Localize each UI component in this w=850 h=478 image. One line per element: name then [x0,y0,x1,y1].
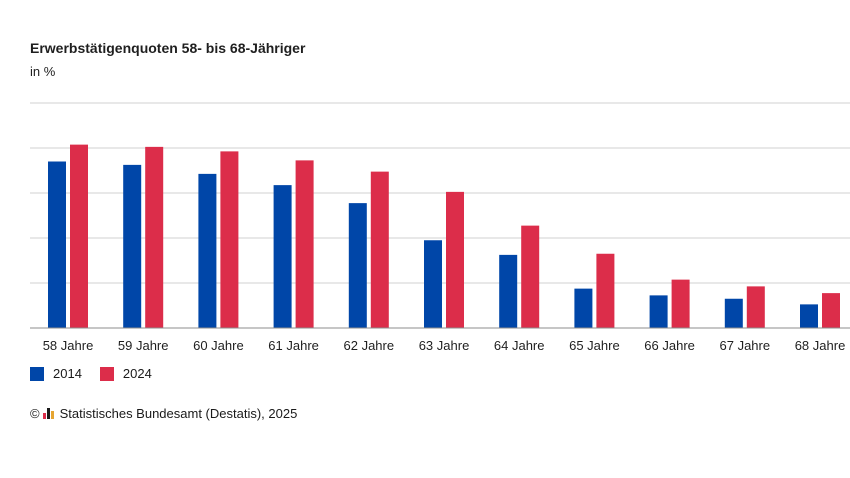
bar-2014-9[interactable] [724,298,743,328]
bar-2024-10[interactable] [822,293,840,328]
destatis-logo-icon [42,408,55,419]
x-tick-label: 63 Jahre [419,338,470,353]
bar-2024-0[interactable] [70,144,88,328]
legend-item-2024[interactable]: 2024 [99,366,152,381]
copyright-symbol: © [30,406,40,421]
bar-2014-1[interactable] [123,164,142,328]
bar-2024-7[interactable] [596,253,615,328]
bar-2014-10[interactable] [800,304,818,328]
bar-2024-3[interactable] [295,160,314,328]
x-tick-label: 62 Jahre [344,338,395,353]
bar-2014-7[interactable] [574,288,593,328]
bar-2014-6[interactable] [499,254,518,328]
bar-2024-1[interactable] [145,146,164,328]
legend-swatch-2014 [30,366,44,381]
bar-2014-3[interactable] [273,185,292,328]
source-note: © Statistisches Bundesamt (Destatis), 20… [30,406,297,421]
x-tick-label: 58 Jahre [43,338,94,353]
x-tick-label: 60 Jahre [193,338,244,353]
bar-2024-6[interactable] [521,225,540,328]
bar-2024-2[interactable] [220,151,239,328]
bar-2014-0[interactable] [48,161,66,329]
x-tick-label: 66 Jahre [644,338,695,353]
chart-subtitle: in % [30,64,56,79]
bar-2014-8[interactable] [649,295,668,328]
x-tick-label: 59 Jahre [118,338,169,353]
bar-2024-9[interactable] [746,286,765,328]
legend-item-2014[interactable]: 2014 [30,366,82,381]
bar-2014-4[interactable] [348,203,367,328]
legend-label-2024: 2024 [122,366,152,381]
x-tick-label: 67 Jahre [720,338,771,353]
bar-2014-2[interactable] [198,173,217,328]
source-text: Statistisches Bundesamt (Destatis), 2025 [59,406,298,421]
bar-2024-4[interactable] [370,171,389,328]
legend-label-2014: 2014 [53,366,82,381]
bar-2024-5[interactable] [446,191,464,328]
legend: 2014 2024 [30,366,170,381]
legend-swatch-2024 [99,366,114,381]
x-tick-label: 68 Jahre [795,338,846,353]
x-tick-label: 64 Jahre [494,338,545,353]
x-tick-label: 65 Jahre [569,338,620,353]
bar-2024-8[interactable] [671,279,690,328]
chart-title: Erwerbstätigenquoten 58- bis 68-Jähriger [30,40,306,56]
bar-2014-5[interactable] [424,240,442,328]
x-tick-label: 61 Jahre [268,338,319,353]
